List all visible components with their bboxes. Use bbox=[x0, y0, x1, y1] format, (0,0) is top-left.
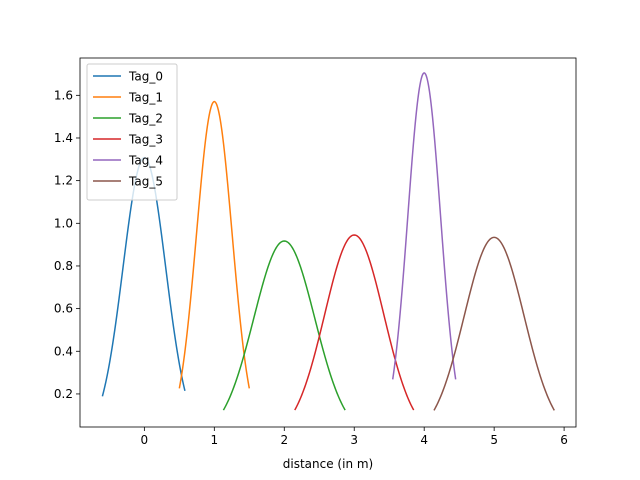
legend-label: Tag_0 bbox=[128, 70, 163, 84]
series-lines bbox=[101, 72, 555, 411]
x-tick-label: 1 bbox=[210, 433, 218, 447]
series-line-tag-1 bbox=[178, 100, 251, 389]
x-tick-label: 6 bbox=[560, 433, 568, 447]
y-tick-label: 0.4 bbox=[54, 344, 73, 358]
legend-label: Tag_2 bbox=[128, 112, 163, 126]
series-line-tag-3 bbox=[294, 234, 415, 411]
y-tick-label: 1.6 bbox=[54, 88, 73, 102]
x-tick-label: 2 bbox=[280, 433, 288, 447]
legend: Tag_0 Tag_1 Tag_2 Tag_3 Tag_4 Tag_5 bbox=[86, 63, 178, 201]
legend-label: Tag_4 bbox=[128, 154, 163, 168]
legend-label: Tag_1 bbox=[128, 91, 163, 105]
legend-box bbox=[86, 63, 178, 201]
series-line-tag-4 bbox=[391, 72, 457, 380]
plot-area bbox=[79, 57, 577, 428]
y-tick-label: 0.8 bbox=[54, 259, 73, 273]
x-axis-label: distance (in m) bbox=[283, 457, 373, 471]
y-tick-label: 1.4 bbox=[54, 131, 73, 145]
y-tick-label: 0.6 bbox=[54, 302, 73, 316]
series-line-tag-5 bbox=[433, 236, 555, 411]
y-tick-label: 1.0 bbox=[54, 216, 73, 230]
y-axis: 0.2 0.4 0.6 0.8 1.0 1.2 1.4 1.6 bbox=[54, 88, 80, 401]
axes-frame bbox=[79, 57, 577, 428]
y-tick-label: 0.2 bbox=[54, 387, 73, 401]
legend-label: Tag_3 bbox=[128, 133, 163, 147]
y-tick-label: 1.2 bbox=[54, 174, 73, 188]
legend-label: Tag_5 bbox=[128, 175, 163, 189]
x-tick-label: 4 bbox=[420, 433, 428, 447]
x-tick-label: 0 bbox=[141, 433, 149, 447]
x-tick-label: 3 bbox=[350, 433, 358, 447]
x-axis: 0 1 2 3 4 5 6 bbox=[141, 427, 568, 447]
series-line-tag-2 bbox=[222, 240, 346, 411]
x-tick-label: 5 bbox=[490, 433, 498, 447]
